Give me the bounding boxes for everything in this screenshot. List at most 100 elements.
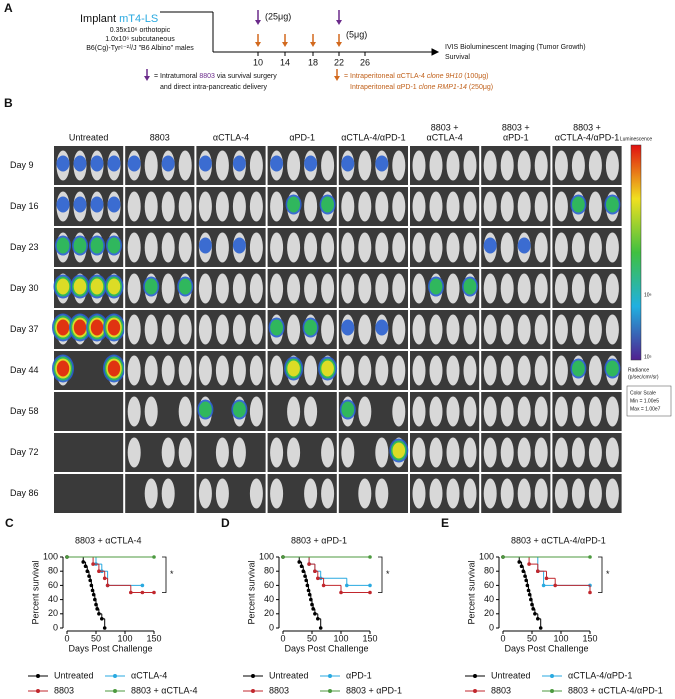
mouse <box>304 191 318 222</box>
mouse <box>463 396 477 427</box>
arrow-head <box>336 42 342 47</box>
mouse <box>429 396 443 427</box>
y-tick-label: 20 <box>484 608 494 618</box>
mouse <box>392 191 406 222</box>
signal <box>56 155 70 172</box>
signal <box>606 360 619 377</box>
mouse <box>270 191 284 222</box>
legend-part: 8803 <box>199 73 215 80</box>
mouse <box>412 232 426 263</box>
mouse <box>127 396 141 427</box>
mouse <box>215 314 229 345</box>
signal <box>161 155 175 172</box>
survival-point <box>536 569 540 573</box>
legend-label: αCTLA-4/αPD-1 <box>568 670 632 680</box>
mouse <box>517 314 531 345</box>
y-tick-label: 20 <box>48 608 58 618</box>
mouse <box>178 396 192 427</box>
signal <box>73 237 87 254</box>
mouse <box>144 355 158 386</box>
survival-point <box>521 569 526 573</box>
y-tick-label: 80 <box>484 566 494 576</box>
survival-point <box>523 574 527 578</box>
mouse <box>287 273 301 304</box>
survival-point <box>519 564 524 569</box>
mouse <box>429 314 443 345</box>
mouse <box>588 396 602 427</box>
x-axis-label: Days Post Challenge <box>504 643 588 653</box>
mouse <box>446 150 460 181</box>
survival-point <box>100 616 104 621</box>
column-header: αPD-1 <box>503 132 529 142</box>
image-cell <box>53 473 125 514</box>
survival-point <box>306 588 311 593</box>
legend-marker <box>113 689 117 693</box>
mouse <box>517 273 531 304</box>
signal <box>56 196 70 213</box>
mouse <box>483 478 497 509</box>
mouse <box>412 273 426 304</box>
mouse <box>483 150 497 181</box>
mouse <box>321 437 335 468</box>
mouse <box>375 273 389 304</box>
mouse <box>554 437 568 468</box>
mouse <box>554 396 568 427</box>
mouse <box>534 232 548 263</box>
signal <box>232 155 246 172</box>
survival-point <box>345 583 349 588</box>
mouse <box>270 273 284 304</box>
legend-marker <box>473 674 477 678</box>
survival-point <box>313 612 317 616</box>
signal <box>107 319 121 336</box>
mouse <box>588 232 602 263</box>
mouse <box>249 191 263 222</box>
mouse <box>483 273 497 304</box>
mouse <box>321 314 335 345</box>
column-header: αPD-1 <box>289 132 315 142</box>
mouse <box>161 355 175 386</box>
chart-title: 8803 + αCTLA-4/αPD-1 <box>511 535 606 545</box>
y-tick-label: 0 <box>53 622 58 632</box>
row-label: Day 30 <box>10 283 39 293</box>
y-tick-label: 100 <box>259 551 274 561</box>
mouse <box>341 437 355 468</box>
significance-bracket <box>162 556 167 593</box>
x-tick-label: 150 <box>362 633 377 643</box>
scale-text: Color Scale <box>630 390 656 396</box>
signal <box>90 155 104 172</box>
mouse <box>571 314 585 345</box>
mouse <box>215 478 229 509</box>
column-header: 8803 + <box>573 122 601 132</box>
mouse <box>358 355 372 386</box>
signal <box>270 155 284 172</box>
mouse <box>304 273 318 304</box>
implant-detail: B6(Cg)-Tyrᶜ⁻²ᴶ/J "B6 Albino" males <box>86 45 194 52</box>
mouse <box>144 396 158 427</box>
signal <box>90 278 104 295</box>
signal <box>304 155 318 172</box>
mouse <box>412 437 426 468</box>
y-tick-label: 40 <box>264 594 274 604</box>
legend-label: Untreated <box>54 670 94 680</box>
mouse <box>270 355 284 386</box>
mouse <box>571 478 585 509</box>
survival-point <box>316 616 320 621</box>
x-axis-label: Days Post Challenge <box>68 643 152 653</box>
row-label: Day 72 <box>10 447 39 457</box>
survival-point <box>91 562 95 566</box>
survival-point <box>310 602 314 607</box>
mouse <box>500 273 514 304</box>
column-header: αCTLA-4/αPD-1 <box>555 132 619 142</box>
mouse <box>358 150 372 181</box>
legend-marker <box>251 689 255 693</box>
survival-point <box>527 562 531 566</box>
legend-label: 8803 <box>269 685 289 695</box>
x-tick-label: 100 <box>117 633 132 643</box>
signal <box>56 319 70 336</box>
mouse <box>588 355 602 386</box>
mouse <box>605 232 619 263</box>
legend-text: = Intraperitoneal αCTLA-4 clone 9H10 (10… <box>344 73 488 80</box>
mouse <box>304 396 318 427</box>
arrow-head <box>310 42 316 47</box>
survival-point <box>305 583 310 588</box>
